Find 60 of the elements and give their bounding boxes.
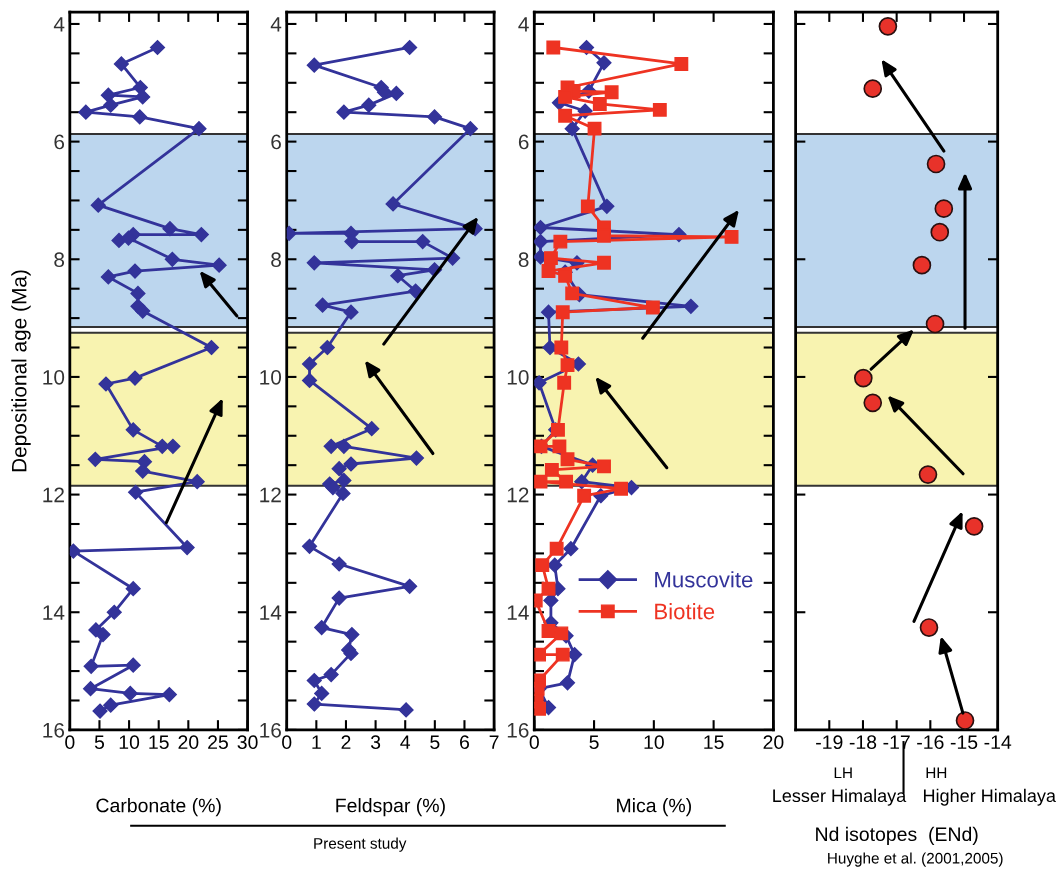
x-tick-label: 5 (589, 735, 599, 750)
y-tick-label: 10 (43, 369, 65, 385)
text: LH (834, 767, 852, 779)
y-tick-label: 12 (43, 487, 64, 503)
legend-label: Muscovite (655, 571, 753, 588)
x-tick-label: 15 (149, 735, 169, 750)
x-tick-label: 1 (312, 735, 321, 749)
x-tick-label: 3 (370, 735, 381, 750)
x-tick-label: -17 (883, 735, 910, 749)
y-tick-label: 4 (53, 17, 65, 32)
text: Higher Himalaya (923, 788, 1056, 806)
x-tick-label: 5 (430, 735, 440, 750)
y-tick-label: 4 (270, 17, 282, 32)
x-axis-title: Nd isotopes (ENd) (816, 826, 978, 845)
text: Lesser Himalaya (773, 788, 907, 806)
text: Present study (314, 837, 407, 852)
y-tick-label: 12 (507, 487, 529, 503)
y-tick-label: 6 (518, 134, 529, 150)
y-tick-label: 10 (260, 369, 282, 385)
x-tick-label: -16 (917, 735, 944, 750)
y-tick-label: 14 (43, 605, 65, 620)
x-tick-label: 2 (341, 735, 351, 749)
x-tick-label: 0 (65, 735, 75, 750)
x-tick-label: 7 (489, 735, 499, 749)
x-tick-label: 10 (119, 735, 140, 750)
text: Huyghe et al. (2001,2005) (828, 852, 1003, 867)
y-tick-label: 8 (518, 252, 529, 268)
y-tick-label: 12 (260, 487, 281, 503)
x-tick-label: 20 (763, 735, 784, 750)
y-tick-label: 10 (507, 369, 529, 385)
x-tick-label: -18 (849, 735, 877, 750)
x-tick-label: 6 (460, 735, 470, 750)
y-tick-label: 16 (507, 722, 529, 738)
legend-label: Biotite (655, 603, 715, 620)
y-tick-label: 6 (54, 134, 65, 150)
x-tick-label: 0 (529, 735, 539, 750)
y-axis-title: Depositional age (Ma) (11, 270, 31, 472)
x-axis-title: Mica (%) (617, 798, 691, 817)
x-axis-title: Carbonate (%) (96, 798, 221, 817)
x-tick-label: 30 (237, 735, 258, 750)
x-tick-label: -19 (816, 735, 843, 750)
y-tick-label: 16 (43, 722, 65, 738)
x-tick-label: 15 (704, 735, 724, 750)
x-tick-label: -14 (984, 735, 1012, 749)
x-tick-label: -15 (950, 735, 978, 750)
x-tick-label: 4 (400, 735, 411, 749)
y-tick-label: 8 (271, 252, 281, 268)
y-tick-label: 16 (260, 722, 281, 738)
y-tick-label: 14 (507, 605, 529, 620)
x-axis-title: Feldspar (%) (336, 798, 445, 817)
x-tick-label: 10 (644, 735, 664, 750)
x-tick-label: 5 (94, 735, 105, 750)
x-tick-label: 25 (208, 735, 228, 750)
y-tick-label: 14 (260, 605, 282, 620)
y-tick-label: 4 (518, 17, 529, 32)
x-tick-label: 20 (178, 735, 199, 750)
y-tick-label: 8 (54, 252, 65, 268)
y-tick-label: 6 (271, 134, 281, 150)
x-tick-label: 0 (282, 735, 292, 750)
text: HH (926, 767, 947, 779)
